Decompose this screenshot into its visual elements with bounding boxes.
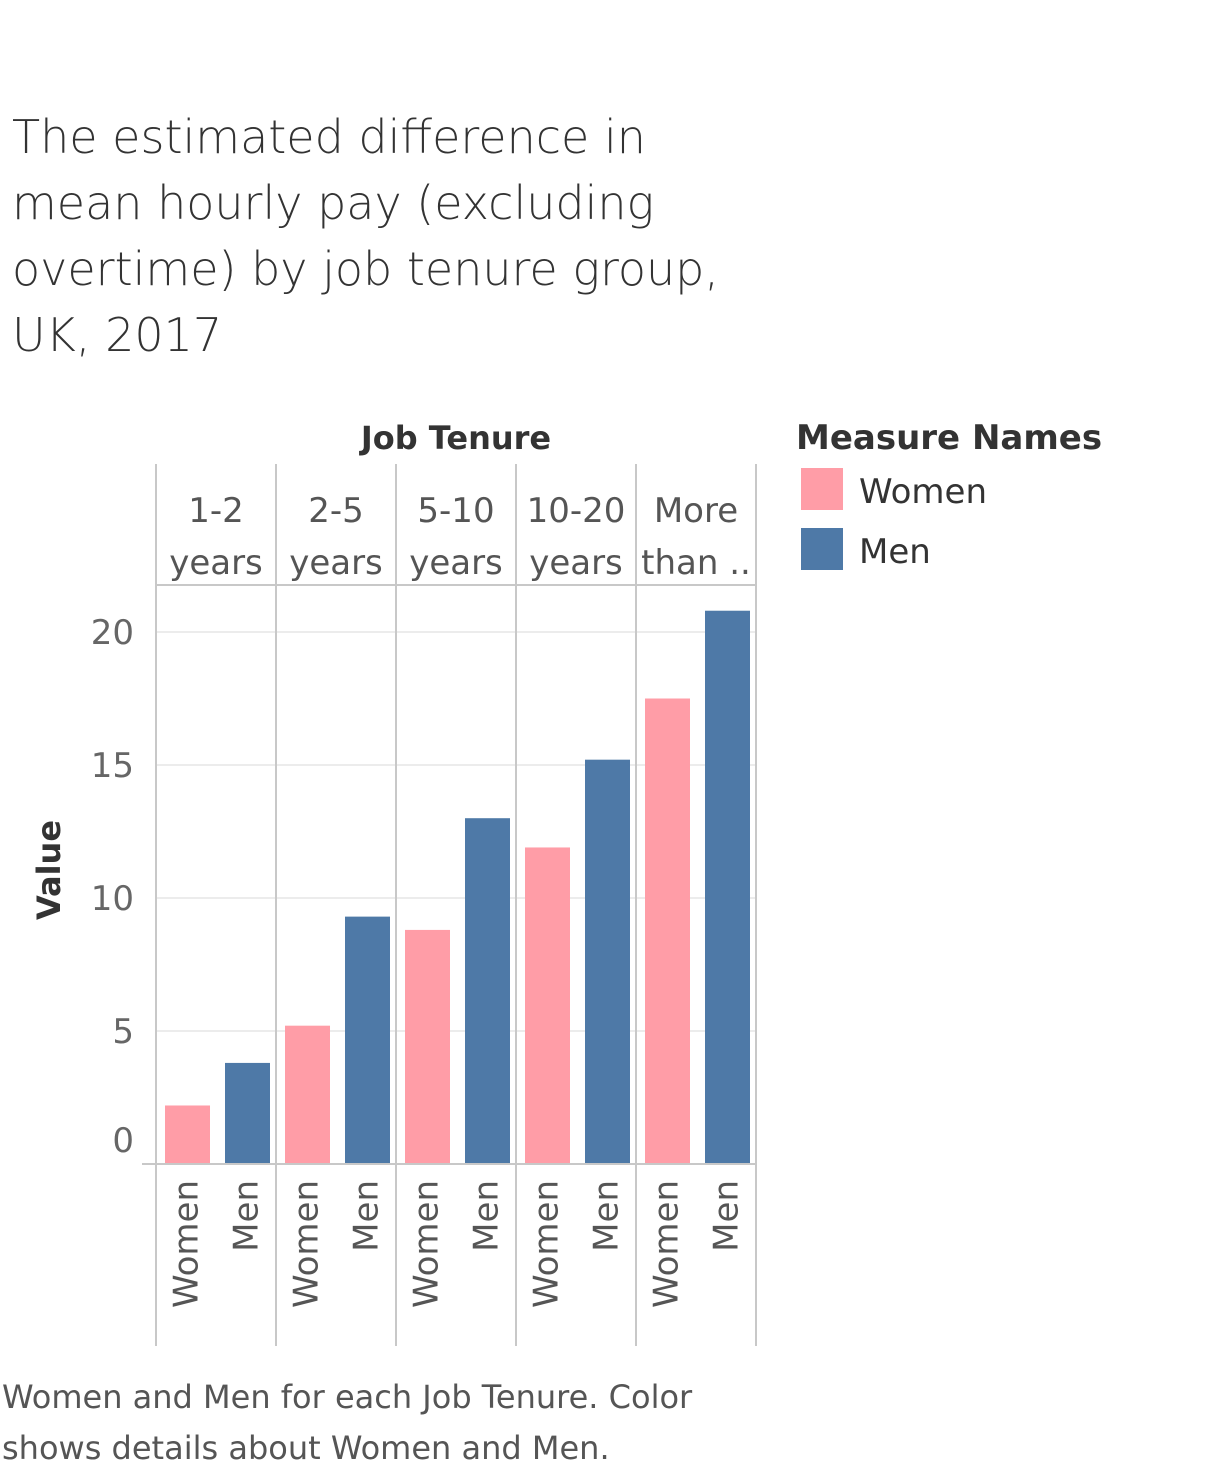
bar-men xyxy=(585,759,630,1164)
column-header-label: 1-2 xyxy=(188,491,244,531)
bar-women xyxy=(285,1025,330,1164)
bar-men xyxy=(225,1062,270,1164)
chart-caption: Women and Men for each Job Tenure. Color… xyxy=(2,1378,693,1467)
column-header-title: Job Tenure xyxy=(359,419,551,457)
bar-men xyxy=(705,610,750,1164)
axes: Women Men Women Men Women Men Women Men Women Men… xyxy=(91,613,756,1308)
y-axis-label: Value xyxy=(30,820,68,920)
bar-women xyxy=(645,698,690,1164)
column-header-label: 5-10 xyxy=(417,491,494,531)
legend-label-men: Men xyxy=(859,532,931,572)
chart-title: The estimated difference in mean hourly … xyxy=(12,110,719,362)
column-header-label: 10-20 xyxy=(527,491,626,531)
column-header-label: than .. xyxy=(641,543,751,583)
x-tick-label: Men xyxy=(467,1180,507,1252)
x-tick-label: Women xyxy=(647,1180,687,1308)
column-header-label: years xyxy=(409,543,503,583)
legend: Measure Names Women Men xyxy=(796,418,1102,572)
legend-label-women: Women xyxy=(859,472,987,512)
bar-women xyxy=(525,847,570,1164)
x-tick-label: Women xyxy=(407,1180,447,1308)
column-header-label: years xyxy=(169,543,263,583)
legend-swatch-women xyxy=(801,468,843,510)
column-header-label: 2-5 xyxy=(308,491,364,531)
legend-title: Measure Names xyxy=(796,418,1102,458)
bars xyxy=(165,610,750,1164)
x-tick-label: Women xyxy=(167,1180,207,1308)
y-tick-label: 15 xyxy=(91,746,134,786)
column-header-label: years xyxy=(289,543,383,583)
y-tick-label: 5 xyxy=(112,1012,134,1052)
x-tick-label: Men xyxy=(707,1180,747,1252)
x-tick-label: Men xyxy=(227,1180,267,1252)
bar-women xyxy=(405,929,450,1164)
x-tick-label: Women xyxy=(527,1180,567,1308)
x-tick-label: Women xyxy=(287,1180,327,1308)
legend-swatch-men xyxy=(801,528,843,570)
column-header-label: years xyxy=(529,543,623,583)
panel-frame: 1-2 years 2-5 years 5-10 years 10-20 years More t… xyxy=(155,464,757,1346)
column-header-label: More xyxy=(654,491,738,531)
bar-men xyxy=(465,818,510,1164)
x-tick-label: Men xyxy=(347,1180,387,1252)
y-tick-label: 0 xyxy=(112,1121,134,1161)
y-tick-label: 20 xyxy=(91,613,134,653)
x-tick-label: Men xyxy=(587,1180,627,1252)
y-tick-label: 10 xyxy=(91,879,134,919)
bar-men xyxy=(345,916,390,1164)
bar-women xyxy=(165,1105,210,1164)
